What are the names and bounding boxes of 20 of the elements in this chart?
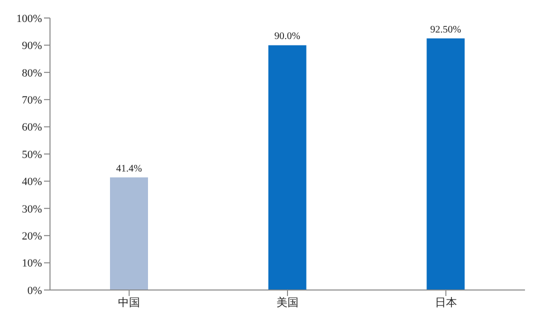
bar bbox=[426, 38, 465, 290]
data-label: 90.0% bbox=[274, 31, 300, 42]
y-tick-label: 70% bbox=[22, 94, 42, 107]
y-tick-label: 100% bbox=[16, 12, 42, 25]
y-tick-label: 50% bbox=[22, 148, 42, 161]
y-tick-label: 10% bbox=[22, 258, 42, 270]
y-tick-label: 0% bbox=[27, 284, 42, 297]
bar bbox=[268, 45, 306, 290]
data-label: 92.50% bbox=[430, 24, 462, 36]
y-tick-label: 60% bbox=[22, 122, 42, 134]
y-tick-label: 90% bbox=[22, 40, 42, 52]
x-tick-label: 日本 bbox=[434, 296, 457, 309]
bar bbox=[110, 177, 148, 290]
data-label: 41.4% bbox=[116, 163, 142, 174]
y-tick-label: 40% bbox=[22, 176, 42, 188]
y-tick-label: 80% bbox=[22, 67, 42, 80]
y-tick-label: 20% bbox=[22, 230, 42, 243]
x-tick-label: 中国 bbox=[118, 296, 140, 309]
x-tick-label: 美国 bbox=[276, 296, 298, 309]
y-tick-label: 30% bbox=[22, 203, 42, 216]
